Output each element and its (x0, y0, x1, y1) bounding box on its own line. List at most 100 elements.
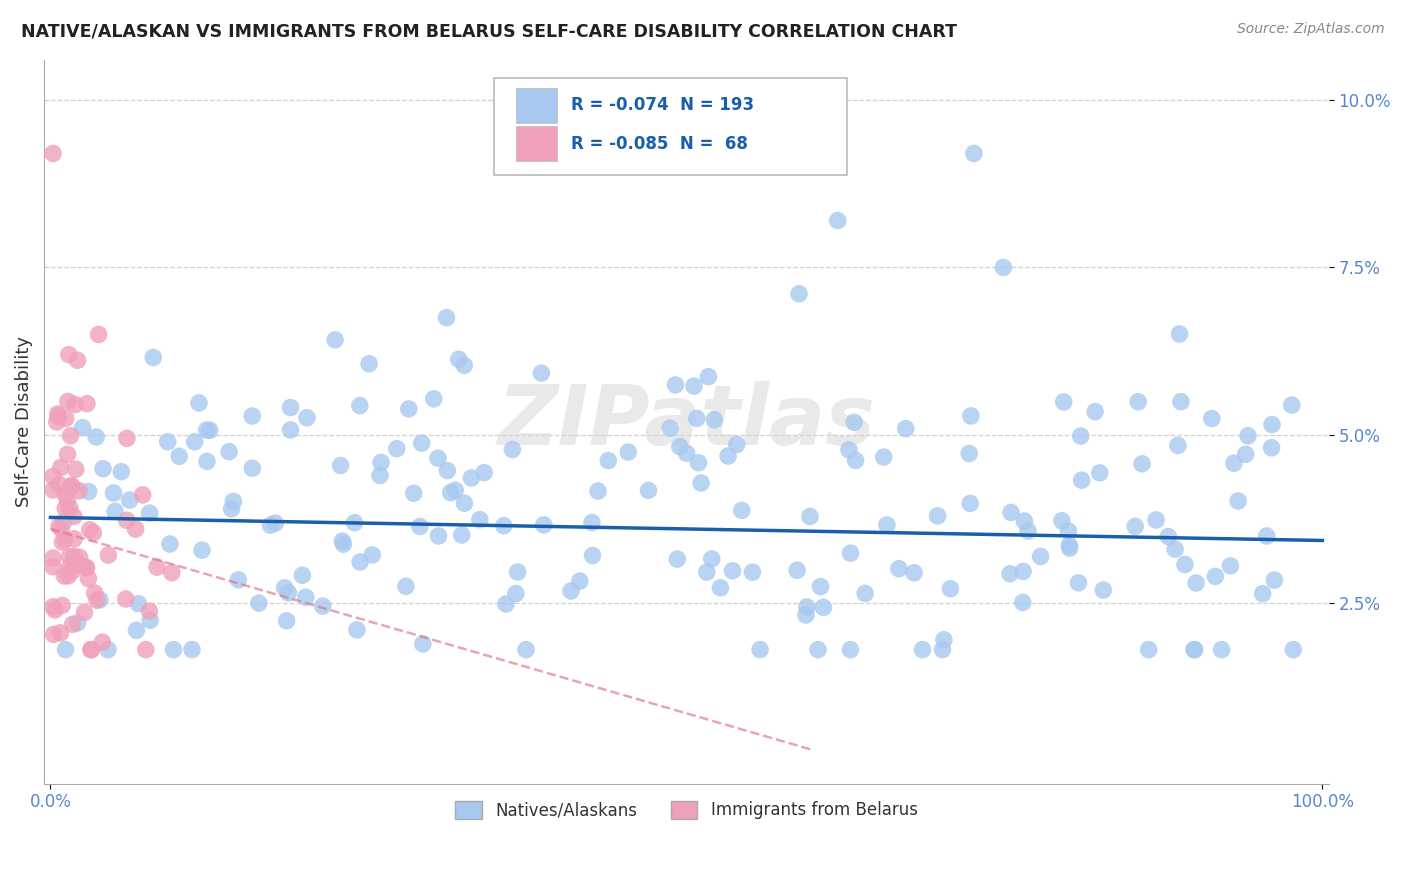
Point (1164, 542, 1187, 557)
Point (127, 597, 149, 611)
Point (1053, 395, 1076, 409)
Point (63, 549, 86, 564)
Point (1263, 573, 1285, 587)
Point (683, 379, 706, 393)
Point (1050, 514, 1073, 528)
Point (412, 637, 434, 651)
Point (1070, 429, 1092, 443)
Point (1234, 447, 1257, 461)
Point (813, 600, 835, 615)
Point (1251, 587, 1274, 601)
Point (55, 411, 77, 425)
Point (617, 445, 640, 459)
Legend: Natives/Alaskans, Immigrants from Belarus: Natives/Alaskans, Immigrants from Belaru… (449, 794, 924, 826)
Point (1092, 583, 1115, 598)
Point (1168, 326, 1191, 341)
Point (1128, 394, 1150, 409)
Point (827, 213, 849, 227)
Point (669, 440, 692, 454)
Point (501, 442, 523, 457)
Point (1174, 558, 1197, 572)
Point (103, 486, 125, 500)
Point (240, 461, 263, 475)
Text: R = -0.074  N = 193: R = -0.074 N = 193 (571, 96, 754, 114)
Point (447, 352, 470, 367)
Point (343, 516, 366, 530)
Point (472, 466, 495, 480)
Point (696, 565, 718, 579)
Point (506, 565, 529, 579)
Point (195, 454, 218, 468)
Point (46, 409, 69, 423)
Point (125, 624, 148, 638)
Point (838, 442, 860, 457)
Point (568, 574, 591, 588)
Point (796, 599, 818, 614)
Point (198, 423, 221, 437)
Point (146, 560, 169, 574)
Point (79, 523, 101, 537)
Point (844, 415, 866, 429)
Point (124, 522, 146, 536)
FancyBboxPatch shape (494, 78, 846, 176)
Point (51, 535, 73, 549)
Point (183, 434, 205, 449)
Point (59, 428, 82, 442)
Point (749, 642, 772, 657)
Point (80, 642, 103, 657)
Point (63, 398, 86, 412)
Text: Source: ZipAtlas.com: Source: ZipAtlas.com (1237, 22, 1385, 37)
Point (1261, 417, 1284, 432)
Point (1227, 494, 1250, 508)
Point (49, 460, 72, 475)
Point (67, 483, 90, 498)
Point (686, 411, 709, 425)
Point (1059, 541, 1081, 555)
Point (139, 613, 162, 627)
Point (91, 635, 114, 649)
Point (138, 506, 160, 520)
Point (1204, 569, 1226, 583)
Point (56, 492, 79, 507)
Point (1157, 530, 1180, 544)
Point (598, 453, 620, 467)
Point (83, 586, 105, 600)
Point (56, 569, 79, 583)
Point (110, 465, 132, 479)
Point (222, 494, 245, 508)
Point (77, 572, 100, 586)
Point (1123, 519, 1146, 533)
Point (560, 584, 582, 599)
Point (931, 642, 953, 657)
Point (56, 447, 79, 461)
Point (104, 504, 127, 518)
Point (436, 310, 458, 325)
Point (927, 508, 949, 523)
Point (59, 501, 82, 516)
Point (323, 333, 346, 347)
Point (80, 642, 103, 657)
Point (191, 543, 214, 558)
Point (65, 462, 87, 476)
Point (280, 423, 302, 437)
Point (1137, 642, 1160, 657)
Point (939, 582, 962, 596)
Point (957, 446, 980, 460)
Point (1201, 411, 1223, 425)
Point (42, 551, 65, 566)
Point (349, 555, 371, 569)
Point (807, 642, 830, 657)
Point (1219, 558, 1241, 573)
Point (911, 642, 934, 657)
Point (46, 407, 69, 421)
Point (361, 548, 384, 562)
Point (688, 456, 710, 470)
Point (839, 546, 862, 560)
Point (453, 496, 475, 510)
Point (329, 458, 352, 473)
Point (853, 586, 876, 600)
Point (66, 353, 89, 368)
Point (515, 642, 537, 657)
Point (97, 548, 120, 562)
Point (240, 409, 263, 423)
